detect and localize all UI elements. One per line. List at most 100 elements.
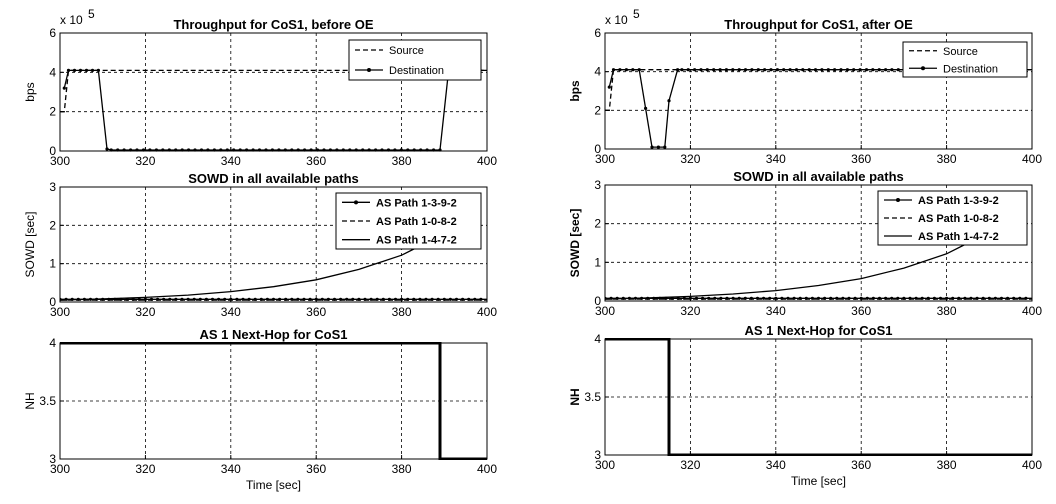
- y-tick-label: 0: [594, 142, 601, 156]
- legend-marker: [896, 198, 900, 202]
- x-tick-label: 360: [306, 462, 326, 476]
- y-axis-label: bps: [23, 82, 37, 101]
- series-point: [756, 68, 760, 72]
- series-point: [807, 68, 811, 72]
- series-point: [839, 68, 843, 72]
- x-tick-label: 300: [50, 462, 70, 476]
- series-point: [72, 68, 77, 72]
- series-point: [264, 148, 268, 152]
- series-point: [257, 148, 262, 152]
- x-tick-label: 380: [937, 304, 957, 318]
- legend-box: [348, 39, 482, 81]
- y-tick-label: 1: [49, 257, 56, 271]
- legend-label: AS Path 1-4-7-2: [918, 231, 999, 243]
- series-point: [309, 148, 313, 152]
- series-point: [361, 148, 365, 152]
- series-point: [425, 148, 429, 152]
- series-point: [676, 68, 680, 72]
- series-point: [251, 148, 255, 152]
- series-point: [245, 148, 249, 152]
- series-point: [167, 148, 171, 152]
- x-tick-label: 360: [306, 305, 326, 319]
- y-tick-label: 3: [594, 448, 601, 462]
- series-point: [624, 68, 629, 72]
- y-tick-label: 2: [49, 218, 56, 232]
- series-point: [367, 148, 371, 152]
- series-point: [96, 68, 100, 72]
- y-tick-label: 6: [594, 26, 601, 40]
- series-point: [320, 297, 324, 301]
- series-point: [174, 148, 178, 152]
- series-point: [438, 148, 442, 152]
- x-tick-label: 300: [595, 304, 615, 318]
- chart-title: SOWD in all available paths: [188, 171, 359, 186]
- series-point: [656, 145, 661, 149]
- series-point: [90, 68, 95, 72]
- chart-right_throughput: 300 320 340 360 380 400 0 2 4 6 Throughput for CoS…: [568, 7, 1042, 166]
- series-point: [303, 148, 307, 152]
- series-group: [60, 243, 487, 301]
- series-point: [877, 68, 881, 72]
- exponent-power: 5: [88, 7, 95, 21]
- series-point: [84, 68, 89, 72]
- y-tick-label: 4: [49, 336, 56, 350]
- series-point: [699, 68, 703, 72]
- legend-label: Source: [943, 46, 978, 58]
- series-point: [782, 68, 786, 72]
- exponent-power: 5: [633, 7, 640, 21]
- x-tick-label: 300: [50, 305, 70, 319]
- series-point: [412, 148, 416, 152]
- series-point: [432, 148, 436, 152]
- x-tick-label: 300: [595, 152, 615, 166]
- legend-label: AS Path 1-4-7-2: [376, 235, 457, 247]
- y-axis-label: SOWD [sec]: [23, 211, 37, 277]
- series-point: [206, 148, 210, 152]
- series-point: [386, 148, 391, 152]
- series-point: [180, 148, 184, 152]
- series-point: [801, 68, 805, 72]
- x-tick-label: 400: [477, 305, 497, 319]
- series-point: [424, 297, 428, 301]
- series-point: [618, 68, 622, 72]
- series-point: [833, 68, 837, 72]
- series-point: [667, 99, 671, 103]
- series-point: [105, 147, 109, 151]
- chart-left_sowd: 300 320 340 360 380 400 0 1 2 3 SOWD in all availa…: [23, 171, 497, 319]
- series-point: [845, 68, 850, 72]
- x-tick-label: 360: [306, 154, 326, 168]
- series-point: [841, 296, 845, 300]
- series-point: [380, 148, 384, 152]
- series-point: [724, 68, 729, 72]
- legend-label: AS Path 1-3-9-2: [376, 197, 457, 209]
- x-tick-label: 380: [937, 458, 957, 472]
- series-point: [737, 296, 741, 300]
- series-point: [406, 148, 410, 152]
- legend-box: [902, 41, 1028, 78]
- series-point: [193, 148, 197, 152]
- x-tick-label: 320: [680, 458, 700, 472]
- series-point: [192, 297, 196, 301]
- series-point: [296, 297, 300, 301]
- chart-right_nh: 300 320 340 360 380 400 3 3.5 4 AS 1 Next-Hop for…: [568, 323, 1042, 488]
- series-point: [631, 68, 635, 72]
- series-point: [969, 296, 973, 300]
- legend-label: AS Path 1-0-8-2: [918, 213, 999, 225]
- series-point: [826, 68, 830, 72]
- series-point: [212, 148, 216, 152]
- series-point: [680, 68, 684, 72]
- legend-label: Source: [389, 45, 424, 57]
- series-point: [399, 148, 403, 152]
- y-tick-label: 2: [594, 103, 601, 117]
- series-point: [270, 148, 274, 152]
- series-point: [693, 68, 697, 72]
- series-point: [161, 148, 165, 152]
- x-tick-label: 380: [937, 152, 957, 166]
- series-point: [788, 68, 792, 72]
- x-tick-label: 400: [1022, 152, 1042, 166]
- chart-title: Throughput for CoS1, after OE: [724, 17, 913, 32]
- x-tick-label: 380: [392, 305, 412, 319]
- x-axis-label: Time [sec]: [246, 478, 301, 492]
- series-point: [283, 148, 287, 152]
- x-tick-label: 300: [50, 154, 70, 168]
- legend-label: Destination: [943, 63, 998, 75]
